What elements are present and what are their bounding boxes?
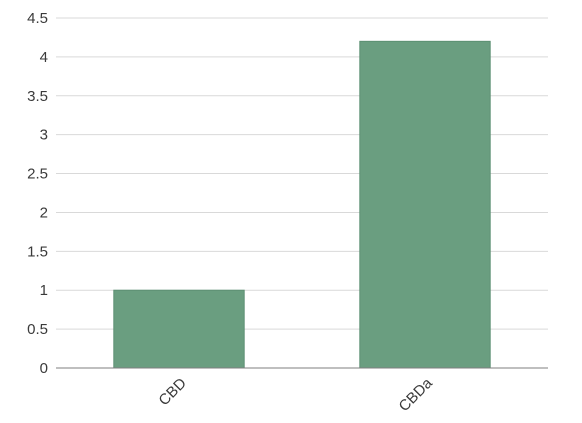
y-tick-label: 2.5 bbox=[27, 166, 48, 183]
x-category-label: CBDa bbox=[396, 374, 437, 415]
bar bbox=[113, 289, 245, 369]
bars bbox=[113, 40, 491, 369]
y-tick-label: 0 bbox=[40, 360, 48, 377]
y-tick-label: 2 bbox=[40, 204, 48, 221]
x-category-labels: CBD CBDa bbox=[155, 374, 436, 415]
y-tick-labels: 0 0.5 1 1.5 2 2.5 3 3.5 4 4.5 bbox=[27, 10, 48, 377]
y-tick-label: 4.5 bbox=[27, 10, 48, 27]
y-tick-label: 0.5 bbox=[27, 321, 48, 338]
y-tick-label: 3.5 bbox=[27, 88, 48, 105]
y-tick-label: 1.5 bbox=[27, 243, 48, 260]
bar bbox=[359, 40, 491, 369]
y-tick-label: 3 bbox=[40, 127, 48, 144]
y-tick-label: 1 bbox=[40, 282, 48, 299]
y-tick-label: 4 bbox=[40, 49, 48, 66]
x-category-label: CBD bbox=[155, 375, 190, 410]
